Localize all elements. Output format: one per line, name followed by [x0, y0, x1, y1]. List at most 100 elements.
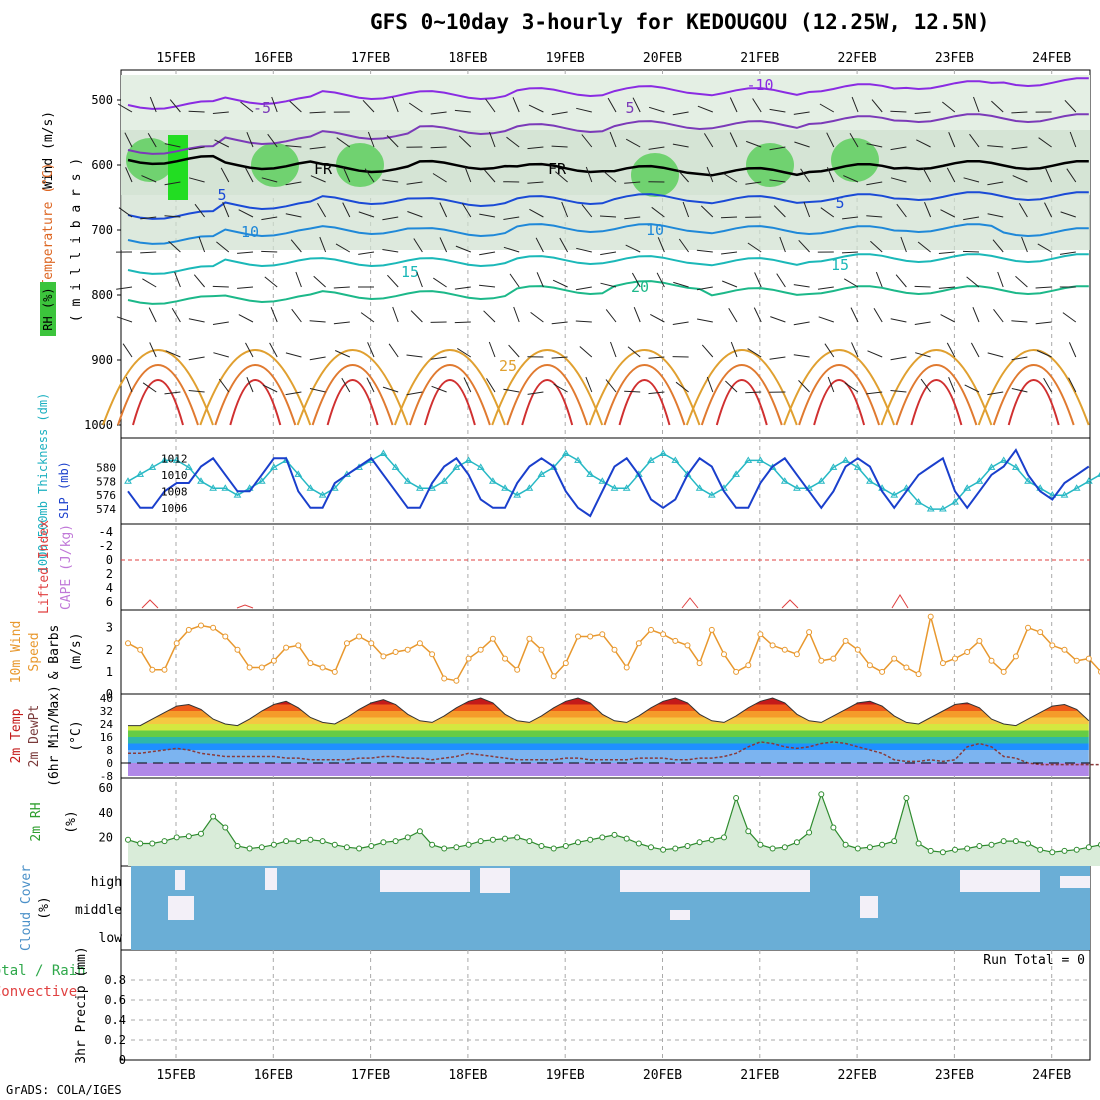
- rh-2m-point: [331, 841, 338, 848]
- wind-barb: [237, 251, 254, 254]
- warm-arch: [813, 379, 866, 426]
- slp-tick: 1010: [161, 469, 188, 482]
- date-tick-bottom: 21FEB: [740, 1068, 779, 1083]
- wind-barb: [600, 282, 617, 288]
- cloud-gap: [1060, 876, 1090, 888]
- wind-barb: [696, 249, 713, 253]
- warm-arch: [895, 364, 978, 426]
- wind-barb: [168, 240, 181, 253]
- thickness-marker: [1084, 477, 1093, 484]
- thickness-marker: [866, 477, 874, 484]
- rh-2m-point: [562, 843, 569, 849]
- cloud-gap: [380, 870, 470, 892]
- wind-barb: [875, 271, 883, 288]
- rh-2m-point: [295, 838, 302, 845]
- wind-barb: [269, 342, 278, 358]
- thickness-marker: [488, 477, 497, 484]
- rh-2m-point: [258, 844, 265, 851]
- li-tick: -4: [99, 525, 113, 539]
- wind-barb: [319, 236, 327, 253]
- warm-arch: [506, 364, 589, 426]
- wind-barb: [406, 354, 423, 358]
- ylabel-precip: 3hr Precip (mm): [74, 946, 89, 1063]
- wind-speed-point: [818, 657, 825, 664]
- date-tick-top: 20FEB: [643, 51, 682, 66]
- ylabel-speed: Speed: [27, 632, 42, 671]
- wind-barb: [920, 378, 932, 393]
- wind-barb: [392, 306, 399, 323]
- wind-barb: [890, 318, 907, 323]
- thickness-marker: [184, 463, 193, 470]
- thickness-marker: [270, 463, 278, 470]
- wind-speed-point: [1061, 646, 1068, 653]
- warm-arch: [311, 364, 394, 426]
- date-tick-bottom: 22FEB: [838, 1068, 877, 1083]
- wind-barb: [722, 280, 738, 288]
- wind-barb: [218, 378, 230, 393]
- wind-barb: [769, 179, 786, 183]
- wind-barb: [334, 350, 351, 358]
- thickness-marker: [1072, 484, 1081, 491]
- warm-arch: [618, 379, 671, 426]
- slp-tick: 1006: [161, 502, 188, 515]
- panel-precip: [120, 949, 1091, 1061]
- wind-barb: [461, 203, 472, 218]
- wind-barb: [610, 341, 617, 358]
- ylabel-2m-dewpt: 2m DewPt: [27, 705, 42, 768]
- rh-2m-point: [380, 839, 387, 846]
- wind-barb: [987, 181, 1004, 186]
- wind-barb: [270, 307, 278, 323]
- wind-barb: [555, 171, 568, 183]
- thickness-marker: [464, 456, 473, 463]
- wind-barb: [271, 96, 278, 113]
- wind-barb: [793, 284, 810, 288]
- wind-barb: [575, 286, 592, 291]
- date-tick-top: 16FEB: [254, 51, 293, 66]
- wind-barb: [970, 342, 980, 358]
- rh-2m-point: [514, 834, 521, 841]
- wind-barb: [1015, 275, 1028, 288]
- wind-speed-point: [842, 637, 849, 644]
- thickness-marker: [817, 477, 826, 484]
- thickness-marker: [403, 477, 412, 484]
- temp-tick: 0: [106, 757, 113, 770]
- wind-speed-point: [161, 666, 168, 673]
- wind-barb: [851, 96, 859, 113]
- wind-barb: [997, 271, 1004, 288]
- wind-barb: [431, 385, 447, 393]
- wind-barb: [246, 132, 254, 148]
- wind-tick: 3: [106, 621, 113, 635]
- rh-2m-point: [733, 795, 740, 801]
- wind-barb: [798, 239, 810, 253]
- pressure-tick: 1000: [84, 418, 113, 432]
- rh-2m-point: [198, 830, 204, 837]
- wind-barb: [240, 101, 254, 113]
- wind-speed-point: [416, 640, 423, 647]
- thickness-marker: [890, 491, 899, 498]
- cloud-fill: [131, 866, 1090, 950]
- wind-barb: [483, 310, 496, 323]
- wind-barb: [770, 316, 786, 323]
- wind-barb: [358, 211, 375, 218]
- wind-barb: [285, 352, 302, 358]
- wind-barb: [987, 145, 1004, 148]
- wind-barb: [866, 215, 883, 218]
- rh-2m-point: [696, 839, 703, 846]
- rh-2m-point: [721, 834, 727, 841]
- wind-barb: [503, 388, 520, 393]
- wind-barb: [309, 356, 326, 361]
- thickness-marker: [452, 463, 461, 470]
- wind-barb: [940, 209, 956, 218]
- wind-barb: [313, 275, 326, 288]
- rh-2m-point: [842, 841, 849, 848]
- panel-wind10: [120, 609, 1091, 695]
- isotherm-line: [127, 154, 1089, 177]
- temp-tick: 40: [100, 692, 113, 705]
- wind-barb: [1035, 321, 1052, 325]
- wind-barb: [430, 356, 447, 360]
- thickness-marker: [647, 456, 655, 463]
- wind-barb: [867, 350, 883, 358]
- ylabel-lifted-index: Lifted Index: [37, 520, 52, 614]
- rh-2m-point: [964, 845, 971, 852]
- wind-speed-point: [234, 646, 241, 653]
